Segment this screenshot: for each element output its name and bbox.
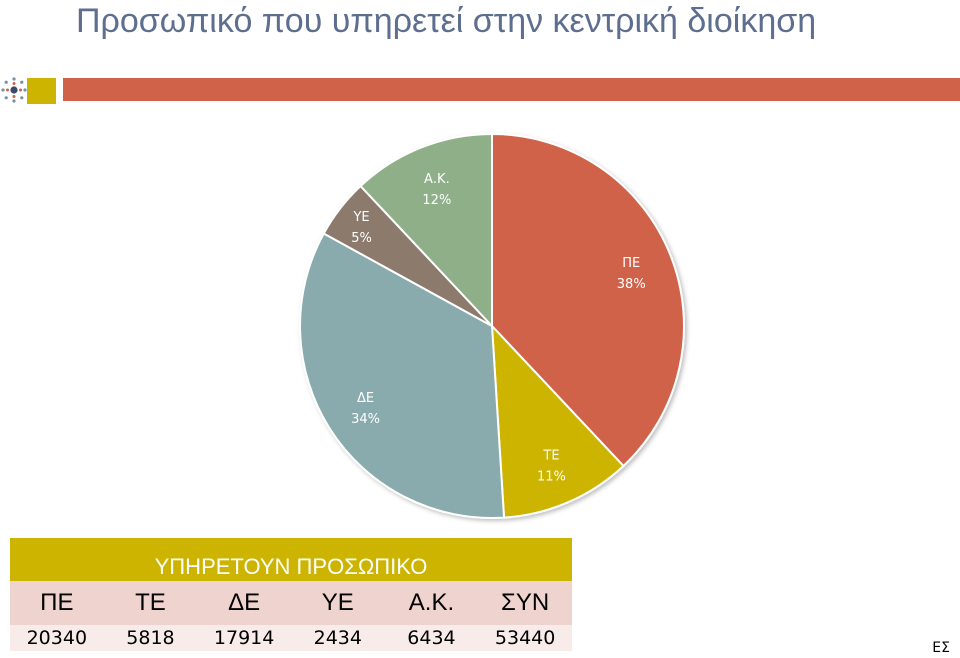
staff-table: ΥΠΗΡΕΤΟΥΝ ΠΡΟΣΩΠΙΚΟ ΠΕ ΤΕ ΔΕ ΥΕ Α.Κ. ΣΥΝ… <box>10 538 572 651</box>
table-value-total: 53440 <box>478 625 572 651</box>
table-col-de: ΔΕ <box>197 581 291 625</box>
accent-square <box>27 78 56 104</box>
pie-percent-pe: 38% <box>617 277 646 292</box>
table-header: ΥΠΗΡΕΤΟΥΝ ΠΡΟΣΩΠΙΚΟ <box>10 538 572 581</box>
pie-label-pe: ΠΕ <box>622 256 640 271</box>
pie-percent-ye: 5% <box>351 231 372 246</box>
pie-label-ye: ΥΕ <box>352 210 369 225</box>
table-col-pe: ΠΕ <box>10 581 104 625</box>
logo-icon <box>1 77 27 103</box>
pie-slice-te <box>490 323 625 519</box>
pie-slice-ak <box>359 132 493 329</box>
table-value-pe: 20340 <box>10 625 104 651</box>
table-col-total: ΣΥΝ <box>478 581 572 625</box>
accent-bar <box>63 78 960 101</box>
pie-label-ak: Α.Κ. <box>424 172 450 187</box>
table-value-te: 5818 <box>103 625 198 651</box>
pie-percent-te: 11% <box>537 469 566 484</box>
pie-label-te: ΤΕ <box>542 448 559 463</box>
table-value-ye: 2434 <box>290 625 385 651</box>
corner-mark: ΕΣ <box>932 640 950 656</box>
pie-slice-pe <box>491 132 685 468</box>
pie-percent-ak: 12% <box>422 193 451 208</box>
table-col-ye: ΥΕ <box>290 581 385 625</box>
table-col-ak: Α.Κ. <box>384 581 479 625</box>
pie-percent-de: 34% <box>351 412 380 427</box>
table-value-de: 17914 <box>197 625 291 651</box>
table-col-te: ΤΕ <box>103 581 198 625</box>
pie-label-de: ΔΕ <box>357 391 374 406</box>
page-title: Προσωπικό που υπηρετεί στην κεντρική διο… <box>76 2 817 40</box>
table-value-ak: 6434 <box>384 625 479 651</box>
